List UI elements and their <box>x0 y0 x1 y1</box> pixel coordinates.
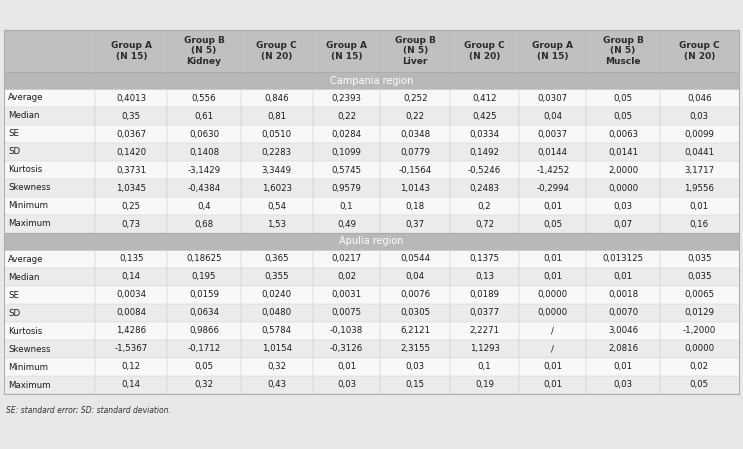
Text: 0,0441: 0,0441 <box>684 148 715 157</box>
Text: 0,0240: 0,0240 <box>262 291 292 299</box>
Text: Group A
(N 15): Group A (N 15) <box>532 41 574 61</box>
Text: 3,1717: 3,1717 <box>684 166 715 175</box>
Text: 0,32: 0,32 <box>195 380 214 389</box>
Text: SE: standard error; SD: standard deviation.: SE: standard error; SD: standard deviati… <box>6 405 171 414</box>
Text: 0,0000: 0,0000 <box>684 344 715 353</box>
Text: Group C
(N 20): Group C (N 20) <box>679 41 720 61</box>
Text: 0,035: 0,035 <box>687 255 712 264</box>
Text: 2,0816: 2,0816 <box>608 344 638 353</box>
Text: 0,0075: 0,0075 <box>331 308 362 317</box>
Text: 0,0065: 0,0065 <box>684 291 715 299</box>
Text: Group C
(N 20): Group C (N 20) <box>464 41 505 61</box>
Text: Kurtosis: Kurtosis <box>8 326 42 335</box>
Text: -1,4252: -1,4252 <box>536 166 569 175</box>
Text: Group C
(N 20): Group C (N 20) <box>256 41 297 61</box>
Text: 0,556: 0,556 <box>192 93 216 102</box>
Text: 0,5784: 0,5784 <box>262 326 292 335</box>
Text: 0,35: 0,35 <box>122 111 141 120</box>
Text: 0,0034: 0,0034 <box>117 291 146 299</box>
Text: 3,0046: 3,0046 <box>608 326 638 335</box>
Text: Group A
(N 15): Group A (N 15) <box>111 41 152 61</box>
Text: Median: Median <box>8 111 39 120</box>
Bar <box>4 125 739 143</box>
Text: 0,72: 0,72 <box>475 220 494 229</box>
Text: 0,04: 0,04 <box>406 273 425 282</box>
Text: 0,1: 0,1 <box>340 202 354 211</box>
Text: 0,07: 0,07 <box>614 220 632 229</box>
Text: -0,1038: -0,1038 <box>330 326 363 335</box>
Text: 0,4013: 0,4013 <box>117 93 146 102</box>
Bar <box>4 358 739 376</box>
Text: 0,03: 0,03 <box>690 111 709 120</box>
Text: 0,425: 0,425 <box>473 111 497 120</box>
Bar <box>4 107 739 125</box>
Text: 0,37: 0,37 <box>406 220 425 229</box>
Text: 0,22: 0,22 <box>337 111 356 120</box>
Text: 0,0634: 0,0634 <box>189 308 219 317</box>
Text: Group A
(N 15): Group A (N 15) <box>326 41 367 61</box>
Text: 0,846: 0,846 <box>265 93 289 102</box>
Text: 0,0099: 0,0099 <box>684 129 714 138</box>
Text: 0,04: 0,04 <box>543 111 562 120</box>
Bar <box>4 340 739 358</box>
Text: 0,15: 0,15 <box>406 380 425 389</box>
Text: 0,61: 0,61 <box>195 111 214 120</box>
Text: 0,0348: 0,0348 <box>400 129 430 138</box>
Text: 0,0063: 0,0063 <box>608 129 638 138</box>
Text: 0,19: 0,19 <box>475 380 494 389</box>
Text: Maximum: Maximum <box>8 380 51 389</box>
Text: 1,4286: 1,4286 <box>117 326 146 335</box>
Text: 0,0367: 0,0367 <box>117 129 146 138</box>
Text: -1,2000: -1,2000 <box>683 326 716 335</box>
Text: 2,3155: 2,3155 <box>400 344 430 353</box>
Text: SD: SD <box>8 148 20 157</box>
Text: 0,0144: 0,0144 <box>538 148 568 157</box>
Text: 0,01: 0,01 <box>543 255 562 264</box>
Text: 0,0018: 0,0018 <box>608 291 638 299</box>
Text: 0,3731: 0,3731 <box>117 166 146 175</box>
Bar <box>4 72 739 89</box>
Text: 0,0307: 0,0307 <box>538 93 568 102</box>
Text: 2,0000: 2,0000 <box>608 166 638 175</box>
Text: 0,1099: 0,1099 <box>331 148 362 157</box>
Text: 0,18625: 0,18625 <box>186 255 222 264</box>
Text: 0,355: 0,355 <box>265 273 289 282</box>
Text: 0,05: 0,05 <box>543 220 562 229</box>
Text: 0,0284: 0,0284 <box>331 129 362 138</box>
Text: -0,5246: -0,5246 <box>468 166 502 175</box>
Text: 0,05: 0,05 <box>614 111 632 120</box>
Text: 0,81: 0,81 <box>267 111 286 120</box>
Text: 0,0000: 0,0000 <box>538 291 568 299</box>
Text: Group B
(N 5)
Muscle: Group B (N 5) Muscle <box>603 36 643 66</box>
Bar <box>4 161 739 179</box>
Text: 1,53: 1,53 <box>267 220 286 229</box>
Text: 0,01: 0,01 <box>614 362 632 371</box>
Text: Campania region: Campania region <box>330 75 413 85</box>
Text: Kurtosis: Kurtosis <box>8 166 42 175</box>
Bar <box>4 233 739 250</box>
Text: 0,0141: 0,0141 <box>608 148 638 157</box>
Text: -0,1712: -0,1712 <box>187 344 221 353</box>
Text: Maximum: Maximum <box>8 220 51 229</box>
Text: 0,1492: 0,1492 <box>470 148 499 157</box>
Text: 0,252: 0,252 <box>403 93 427 102</box>
Text: Median: Median <box>8 273 39 282</box>
Text: 0,0779: 0,0779 <box>400 148 430 157</box>
Text: 0,03: 0,03 <box>337 380 356 389</box>
Text: 1,0154: 1,0154 <box>262 344 292 353</box>
Text: 0,0084: 0,0084 <box>117 308 146 317</box>
Bar <box>4 250 739 268</box>
Text: 0,43: 0,43 <box>267 380 286 389</box>
Text: 0,49: 0,49 <box>337 220 356 229</box>
Text: 0,0129: 0,0129 <box>684 308 714 317</box>
Text: 0,2283: 0,2283 <box>262 148 292 157</box>
Bar <box>4 89 739 107</box>
Text: 0,02: 0,02 <box>337 273 356 282</box>
Text: 0,25: 0,25 <box>122 202 141 211</box>
Text: 0,01: 0,01 <box>690 202 709 211</box>
Text: 0,14: 0,14 <box>122 380 141 389</box>
Text: 0,1: 0,1 <box>478 362 491 371</box>
Bar <box>4 322 739 340</box>
Text: 0,9579: 0,9579 <box>331 184 362 193</box>
Text: 0,365: 0,365 <box>265 255 289 264</box>
